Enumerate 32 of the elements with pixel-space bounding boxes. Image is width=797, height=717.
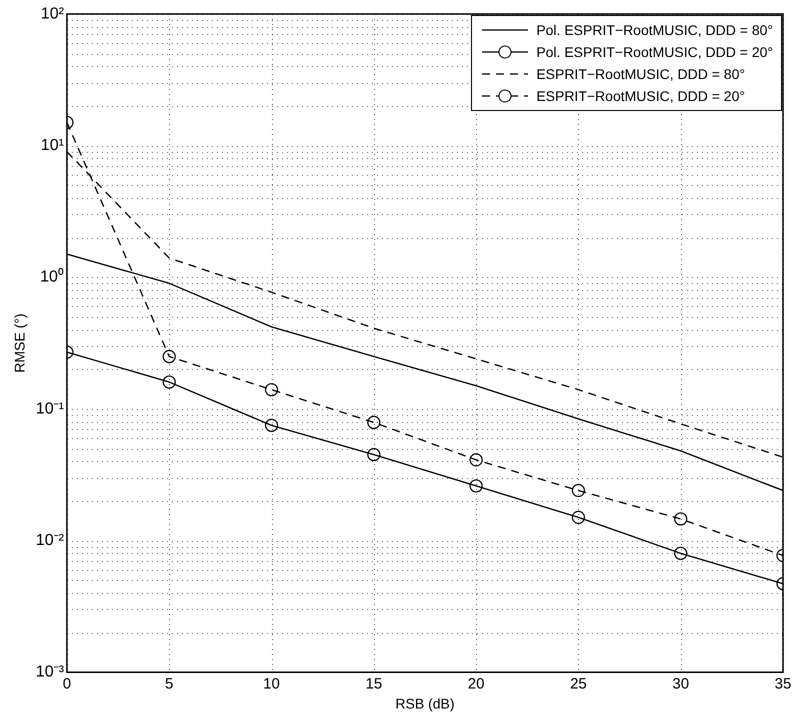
y-tick-label: 10⁰ <box>40 268 64 286</box>
legend-label: ESPRIT−RootMUSIC, DDD = 20° <box>536 88 745 104</box>
point <box>572 484 586 498</box>
x-tick-label: 0 <box>62 675 72 692</box>
x-tick-label: 20 <box>468 675 484 692</box>
x-tick-label: 5 <box>165 675 174 692</box>
y-tick-label: 10⁻³ <box>36 664 65 681</box>
y-tick-label: 10¹ <box>40 137 64 154</box>
legend-label: ESPRIT−RootMUSIC, DDD = 80° <box>536 66 745 82</box>
y-axis-title: RMSE (°) <box>11 313 28 373</box>
x-tick-label: 35 <box>774 675 792 692</box>
y-tick-label: 10² <box>40 5 65 22</box>
point <box>674 546 688 560</box>
point <box>674 512 688 526</box>
point <box>264 418 278 432</box>
legend-label: Pol. ESPRIT−RootMUSIC, DDD = 80° <box>536 22 773 38</box>
x-tick-label: 15 <box>365 675 382 692</box>
point <box>470 453 483 466</box>
x-tick-label: 25 <box>570 675 587 692</box>
x-tick-label: 10 <box>263 675 280 692</box>
point <box>470 479 483 493</box>
x-axis-title: RSB (dB) <box>395 695 455 712</box>
x-tick-label: 30 <box>672 675 690 692</box>
legend-label: Pol. ESPRIT−RootMUSIC, DDD = 20° <box>536 44 773 60</box>
point <box>572 510 586 524</box>
y-tick-label: 10⁻¹ <box>36 400 64 418</box>
point <box>367 448 380 462</box>
point <box>264 383 278 396</box>
point <box>367 416 380 429</box>
point <box>162 375 176 389</box>
point <box>162 350 176 364</box>
y-tick-label: 10⁻² <box>36 532 65 549</box>
